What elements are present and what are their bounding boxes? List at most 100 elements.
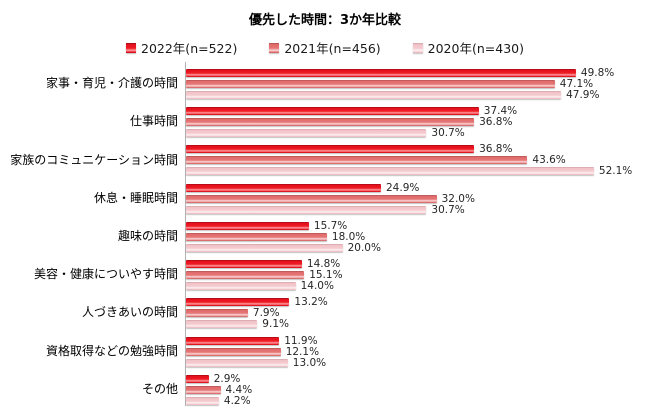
category-bars: 15.7% 18.0% 20.0%	[185, 214, 650, 254]
category-bars: 11.9% 12.1% 13.0%	[185, 329, 650, 369]
value-label: 20.0%	[347, 241, 381, 254]
value-label: 32.0%	[441, 192, 475, 205]
bar-line: 43.6%	[186, 154, 650, 167]
bar-2022年-0	[186, 69, 576, 77]
bar-2022年-4	[186, 221, 309, 230]
bar-line: 47.1%	[186, 78, 650, 90]
bar-2021年-2	[186, 156, 528, 165]
category-row: 趣味の時間 15.7% 18.0% 20.0%	[0, 214, 650, 254]
bar-2022年-3	[186, 183, 381, 192]
legend-item-2020年: 2020年(n=430)	[412, 38, 524, 57]
value-label: 14.0%	[300, 280, 334, 293]
bar-2022年-5	[186, 260, 302, 269]
bar-2022年-2	[186, 145, 475, 154]
value-label: 2.9%	[213, 372, 241, 385]
value-label: 9.1%	[262, 318, 289, 331]
bar-line: 14.0%	[186, 280, 650, 293]
value-label: 12.1%	[285, 345, 320, 358]
category-row: 仕事時間 37.4% 36.8% 30.7%	[0, 100, 650, 138]
bar-2020年-4	[186, 243, 343, 252]
plot-area: 家事・育児・介護の時間 49.8% 47.1% 47.9% 仕事時間 37.4% 36.8%…	[0, 62, 650, 406]
category-row: 家族のコミュニケーション時間 36.8% 43.6% 52.1%	[0, 138, 650, 178]
value-label: 47.1%	[559, 78, 594, 90]
bar-2021年-8	[186, 385, 221, 394]
bar-2022年-6	[186, 298, 290, 307]
category-row: その他 2.9% 4.4% 4.2%	[0, 367, 650, 407]
bar-line: 49.8%	[186, 67, 650, 79]
bar-2020年-1	[186, 129, 427, 138]
category-label: その他	[141, 381, 178, 396]
bar-2022年-7	[186, 336, 280, 345]
chart-title: 優先した時間：3か年比較	[248, 13, 402, 28]
bar-2020年-7	[186, 358, 288, 367]
bar-line: 36.8%	[186, 116, 650, 129]
bar-line: 13.2%	[186, 296, 650, 309]
category-label: 休息・睡眠時間	[93, 190, 178, 205]
bar-2021年-6	[186, 309, 248, 318]
bar-line: 12.1%	[186, 345, 650, 358]
bar-line: 32.0%	[186, 192, 650, 205]
bar-line: 36.8%	[186, 143, 650, 156]
legend-marker-icon	[269, 42, 280, 53]
bar-line: 18.0%	[186, 230, 650, 243]
category-bars: 2.9% 4.4% 4.2%	[185, 367, 650, 407]
category-bars: 24.9% 32.0% 30.7%	[185, 176, 650, 215]
category-bars: 13.2% 7.9% 9.1%	[185, 291, 650, 331]
category-label: 趣味の時間	[117, 228, 178, 243]
bar-line: 13.0%	[186, 356, 650, 369]
legend-item-2022年: 2022年(n=522)	[126, 38, 237, 57]
bar-2020年-2	[186, 167, 594, 176]
bar-line: 20.0%	[186, 241, 650, 254]
value-label: 52.1%	[598, 165, 633, 178]
legend-item-2021年: 2021年(n=456)	[269, 38, 381, 57]
bar-line: 24.9%	[186, 182, 650, 193]
value-label: 49.8%	[580, 67, 615, 79]
value-label: 43.6%	[532, 154, 566, 167]
value-label: 14.8%	[306, 258, 341, 271]
bar-line: 37.4%	[186, 105, 650, 118]
bar-2021年-0	[186, 80, 555, 88]
bar-2020年-5	[186, 282, 296, 291]
category-label: 家事・育児・介護の時間	[45, 76, 178, 91]
value-label: 18.0%	[331, 230, 366, 243]
value-label: 15.1%	[309, 269, 343, 282]
value-label: 13.0%	[292, 356, 327, 369]
bar-2022年-8	[186, 374, 209, 383]
category-bars: 49.8% 47.1% 47.9%	[185, 62, 650, 100]
bar-2021年-4	[186, 232, 327, 241]
legend-label: 2020年(n=430)	[427, 41, 524, 56]
value-label: 37.4%	[483, 105, 518, 118]
legend-label: 2021年(n=456)	[284, 41, 381, 56]
value-label: 30.7%	[431, 127, 465, 140]
bar-line: 11.9%	[186, 334, 650, 347]
bar-line: 30.7%	[186, 204, 650, 215]
category-row: 資格取得などの勉強時間 11.9% 12.1% 13.0%	[0, 329, 650, 369]
category-row: 休息・睡眠時間 24.9% 32.0% 30.7%	[0, 176, 650, 215]
category-row: 人づきあいの時間 13.2% 7.9% 9.1%	[0, 291, 650, 331]
category-row: 家事・育児・介護の時間 49.8% 47.1% 47.9%	[0, 62, 650, 100]
legend-marker-icon	[126, 42, 136, 53]
value-label: 11.9%	[284, 334, 318, 347]
category-label: 資格取得などの勉強時間	[45, 343, 178, 358]
bar-2021年-5	[186, 271, 305, 280]
category-bars: 37.4% 36.8% 30.7%	[185, 100, 650, 138]
bar-2021年-3	[186, 194, 437, 203]
category-label: 家族のコミュニケーション時間	[10, 152, 178, 167]
bar-2021年-7	[186, 347, 281, 356]
category-label: 仕事時間	[129, 114, 178, 129]
value-label: 36.8%	[479, 116, 513, 129]
value-label: 15.7%	[313, 219, 348, 232]
value-label: 13.2%	[294, 296, 328, 309]
bar-line: 7.9%	[186, 307, 650, 320]
value-label: 7.9%	[252, 307, 280, 320]
category-bars: 14.8% 15.1% 14.0%	[185, 253, 650, 291]
value-label: 4.2%	[223, 394, 251, 407]
value-label: 4.4%	[225, 383, 253, 396]
bar-line: 52.1%	[186, 165, 650, 178]
bar-line: 4.4%	[186, 383, 650, 396]
bar-line: 14.8%	[186, 258, 650, 271]
bar-2020年-6	[186, 320, 258, 329]
bar-line: 4.2%	[186, 394, 650, 407]
value-label: 36.8%	[479, 143, 513, 156]
